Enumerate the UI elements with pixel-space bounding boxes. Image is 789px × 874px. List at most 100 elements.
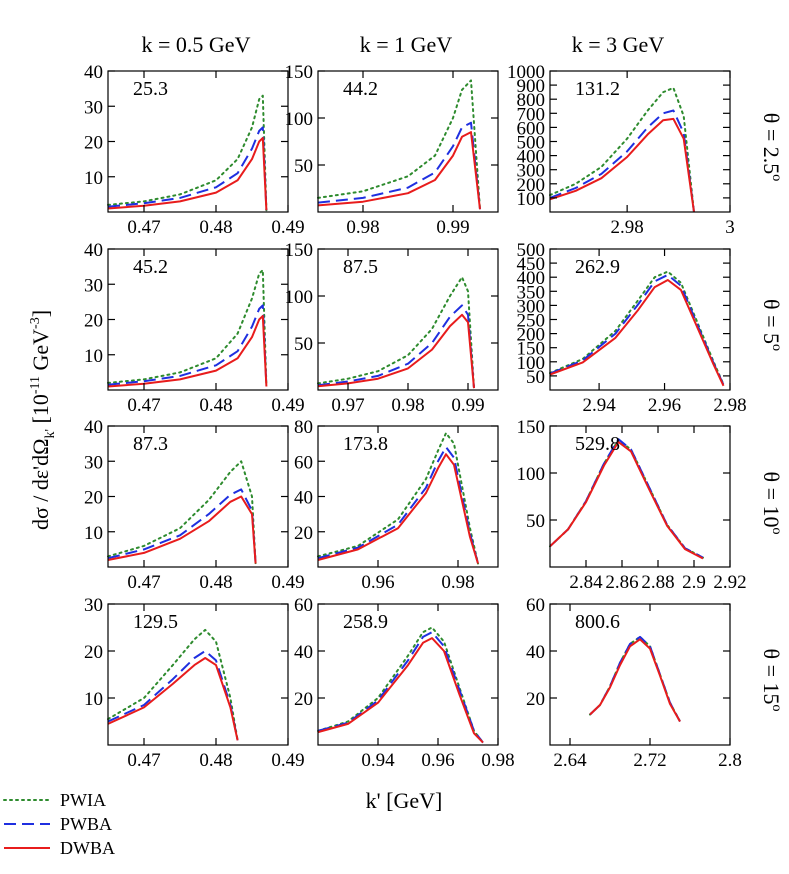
y-tick-label: 40: [294, 488, 313, 509]
y-tick-label: 500: [517, 240, 546, 261]
x-tick-label: 0.98: [346, 217, 379, 238]
x-tick-label: 0.49: [271, 750, 304, 771]
x-tick-label: 0.47: [127, 395, 160, 416]
panel: 0.47 0.48 0.49 10 20 30 40 25.3: [84, 62, 305, 238]
series-line-pwba: [317, 121, 481, 210]
x-tick-label: 0.47: [127, 750, 160, 771]
y-tick-label: 10: [84, 689, 103, 710]
y-tick-label: 30: [84, 595, 103, 616]
panel-annotation: 529.8: [575, 433, 620, 455]
row-label: θ = 10o: [759, 472, 784, 535]
series-line-pwba: [549, 109, 695, 213]
y-tick-label: 20: [294, 523, 313, 544]
series-line-pwba: [317, 304, 475, 389]
x-tick-label: 0.98: [481, 750, 514, 771]
series-line-dwba: [107, 137, 268, 211]
y-tick-label: 50: [526, 511, 545, 532]
y-tick-label: 40: [526, 642, 545, 663]
panel: 0.47 0.48 0.49 10 20 30 40 45.2: [84, 240, 305, 416]
series-line-pwia: [107, 269, 268, 388]
x-tick-label: 0.94: [361, 750, 395, 771]
y-tick-label: 100: [517, 464, 546, 485]
legend-label-dwba: DWBA: [60, 838, 115, 858]
series-line-pwia: [589, 635, 681, 723]
x-tick-label: 2.98: [611, 217, 644, 238]
x-tick-label: 0.48: [199, 750, 232, 771]
y-tick-label: 20: [84, 133, 103, 154]
y-axis-label: dσ / dε'dΩk' [10-11 GeV-3]: [28, 310, 58, 530]
plot-frame: [549, 425, 731, 568]
panel-annotation: 131.2: [575, 78, 620, 100]
y-tick-label: 40: [84, 62, 103, 83]
plot-frame: [549, 603, 731, 746]
x-tick-label: 2.92: [713, 572, 746, 593]
y-tick-label: 1000: [507, 62, 545, 83]
legend: PWIA PWBA DWBA: [3, 790, 115, 858]
x-tick-label: 0.99: [436, 217, 469, 238]
y-tick-label: 20: [84, 311, 103, 332]
y-tick-label: 900: [517, 76, 546, 97]
series-line-dwba: [549, 279, 725, 387]
y-tick-label: 10: [84, 523, 103, 544]
panel-annotation: 44.2: [343, 78, 378, 100]
y-tick-label: 150: [517, 417, 546, 438]
legend-label-pwia: PWIA: [60, 790, 106, 810]
y-tick-label: 700: [517, 104, 546, 125]
series-line-pwba: [317, 446, 479, 564]
y-tick-label: 20: [84, 642, 103, 663]
y-tick-label: 50: [526, 367, 545, 388]
y-tick-label: 50: [294, 334, 313, 355]
x-tick-label: 0.47: [127, 572, 160, 593]
y-tick-label: 150: [517, 339, 546, 360]
y-tick-label: 100: [285, 287, 314, 308]
series-line-dwba: [317, 131, 481, 210]
series-line-dwba: [107, 315, 268, 388]
series-line-pwia: [107, 460, 257, 565]
x-tick-label: 2.8: [718, 750, 742, 771]
y-tick-label: 250: [517, 311, 546, 332]
y-tick-label: 800: [517, 90, 546, 111]
series-line-pwia: [317, 79, 481, 211]
y-tick-label: 40: [84, 417, 103, 438]
x-tick-label: 2.72: [633, 750, 666, 771]
column-title: k = 0.5 GeV: [142, 32, 251, 57]
legend-label-pwba: PWBA: [60, 814, 112, 834]
y-tick-label: 350: [517, 282, 546, 303]
series-line-pwba: [107, 488, 257, 564]
y-tick-label: 450: [517, 254, 546, 275]
y-tick-label: 10: [84, 168, 103, 189]
panel-annotation: 45.2: [133, 256, 168, 278]
y-tick-label: 30: [84, 452, 103, 473]
panel-annotation: 129.5: [133, 611, 178, 633]
y-tick-label: 20: [294, 689, 313, 710]
panel: 2.64 2.72 2.8 20 40 60 800.6: [526, 595, 742, 771]
y-tick-label: 60: [294, 452, 313, 473]
x-tick-label: 0.48: [199, 572, 232, 593]
x-tick-label: 2.84: [569, 572, 603, 593]
y-tick-label: 40: [84, 240, 103, 261]
x-tick-label: 0.49: [271, 395, 304, 416]
y-tick-label: 200: [517, 175, 546, 196]
y-tick-label: 100: [517, 353, 546, 374]
y-tick-label: 100: [285, 109, 314, 130]
panel-annotation: 87.5: [343, 256, 378, 278]
panel: 0.94 0.96 0.98 20 40 60 258.9: [294, 595, 515, 771]
column-titles: k = 0.5 GeV k = 1 GeV k = 3 GeV: [142, 32, 665, 57]
row-label: θ = 15o: [759, 649, 784, 712]
x-tick-label: 0.98: [391, 395, 424, 416]
panel-annotation: 173.8: [343, 433, 388, 455]
x-tick-label: 0.96: [421, 750, 454, 771]
x-tick-label: 0.97: [331, 395, 364, 416]
y-tick-label: 150: [285, 62, 314, 83]
x-axis-label: k' [GeV]: [366, 788, 443, 813]
series-line-pwba: [549, 438, 704, 559]
series-line-pwia: [549, 439, 704, 559]
panel: 0.47 0.48 0.49 10 20 30 40 87.3: [84, 417, 305, 593]
series-line-dwba: [589, 638, 681, 722]
plot-frame: [317, 603, 499, 746]
y-tick-label: 400: [517, 268, 546, 289]
x-tick-label: 0.49: [271, 217, 304, 238]
x-tick-label: 0.48: [199, 395, 232, 416]
x-tick-label: 2.88: [641, 572, 674, 593]
